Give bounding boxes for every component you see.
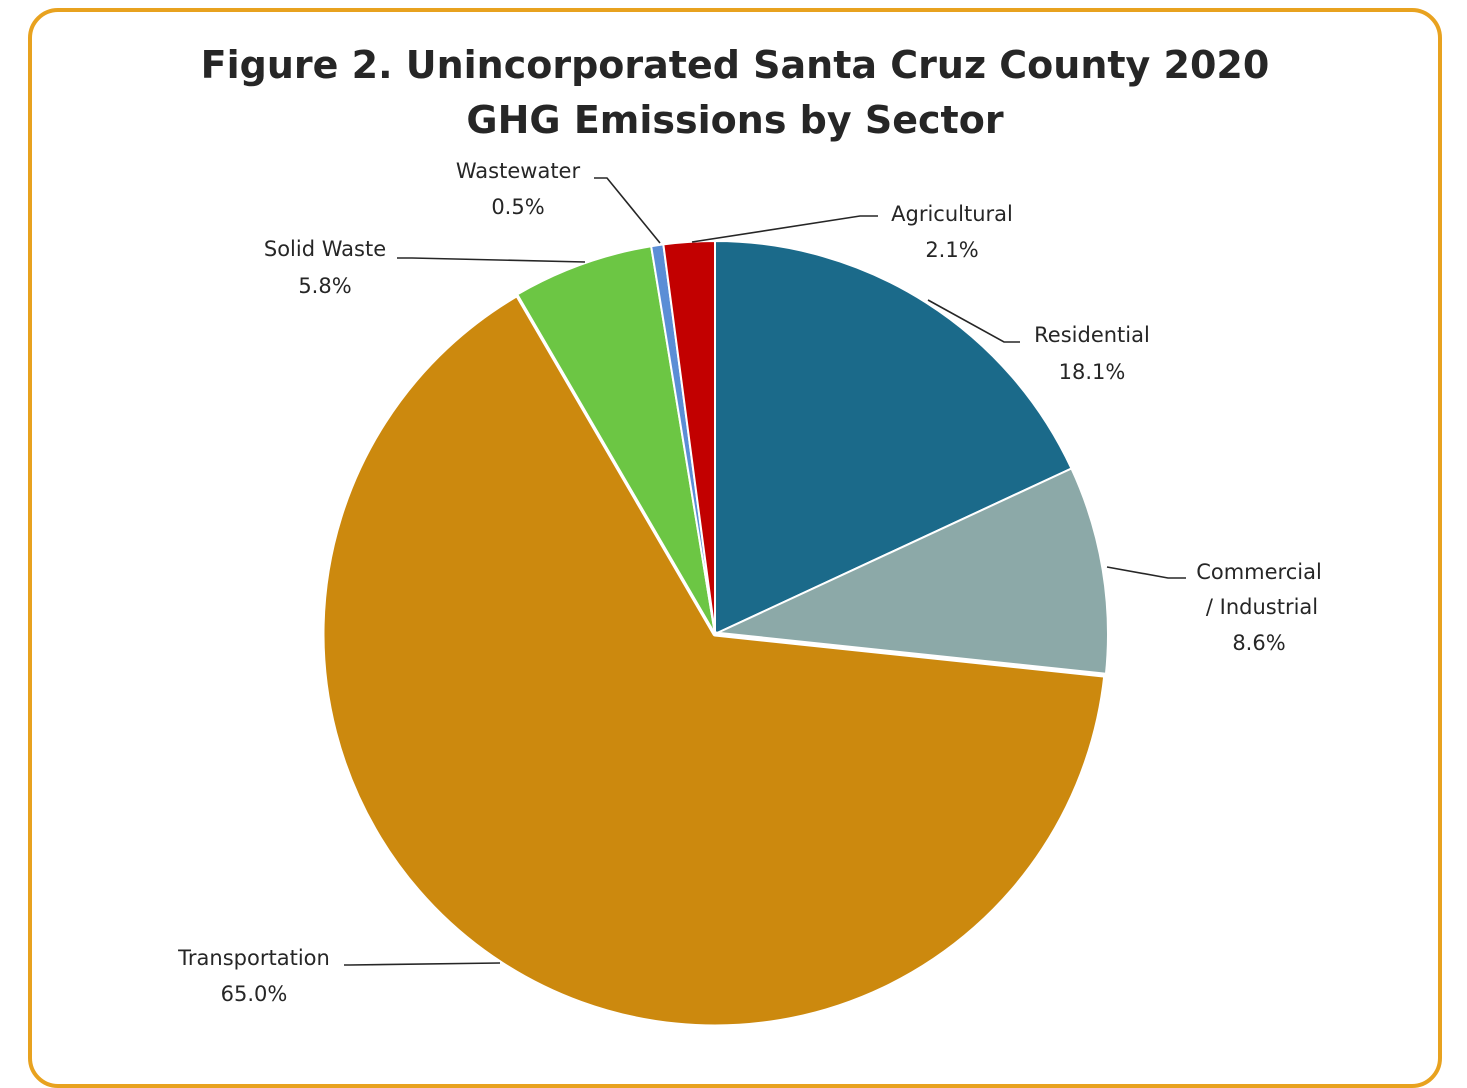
leader-line-transportation — [344, 962, 501, 966]
slice-label-solid-waste-name: Solid Waste — [264, 237, 386, 261]
slice-label-wastewater-value: 0.5% — [491, 195, 544, 219]
chart-title-line-2: GHG Emissions by Sector — [466, 98, 1003, 142]
pie-slice-solid-waste — [516, 245, 716, 635]
slice-label-solid-waste-value: 5.8% — [298, 274, 351, 298]
pie-chart: Figure 2. Unincorporated Santa Cruz Coun… — [177, 43, 1322, 1030]
chart-title-line-1: Figure 2. Unincorporated Santa Cruz Coun… — [201, 43, 1270, 87]
slice-label-residential-name: Residential — [1034, 323, 1150, 347]
leader-line-residential — [927, 299, 1020, 343]
pie-slice-residential — [714, 240, 1073, 635]
leader-line-agricultural — [691, 215, 878, 243]
leader-line-solid-waste — [397, 257, 586, 263]
slice-label-commercial-name-line-2: / Industrial — [1206, 595, 1318, 619]
leader-line-wastewater — [594, 177, 661, 244]
slice-label-agricultural-value: 2.1% — [925, 238, 978, 262]
slice-label-commercial-value: 8.6% — [1232, 631, 1285, 655]
leader-lines — [344, 177, 1186, 966]
slice-label-residential-value: 18.1% — [1059, 360, 1126, 384]
slice-label-agricultural-name: Agricultural — [891, 202, 1013, 226]
pie-slice-transportation — [319, 291, 1109, 1030]
pie-slice-agricultural — [662, 240, 716, 635]
leader-line-commercial — [1106, 566, 1186, 579]
pie-slices — [319, 240, 1109, 1030]
slice-label-transportation-value: 65.0% — [221, 982, 288, 1006]
slice-label-commercial-name-line-1: Commercial — [1196, 560, 1322, 584]
slice-label-transportation-name: Transportation — [177, 946, 330, 970]
slice-label-wastewater-name: Wastewater — [456, 159, 581, 183]
pie-slice-commercial — [714, 467, 1109, 677]
slice-labels: Agricultural 2.1% Residential 18.1% Comm… — [177, 159, 1322, 1006]
